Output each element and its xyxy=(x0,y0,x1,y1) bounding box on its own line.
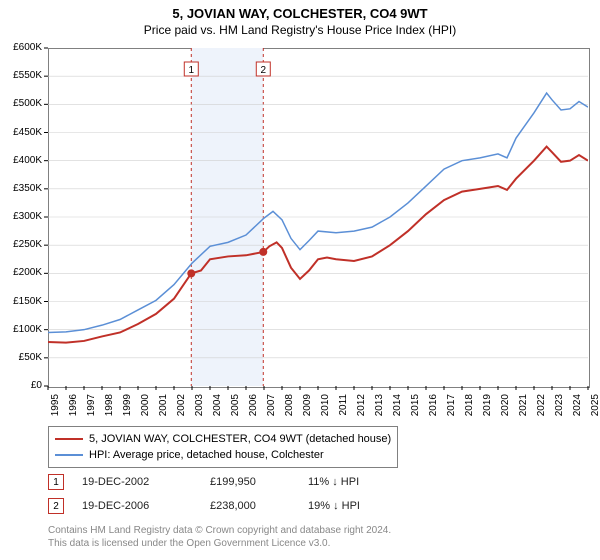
y-axis-label: £0 xyxy=(4,380,42,391)
footer-line-2: This data is licensed under the Open Gov… xyxy=(48,537,391,550)
sale-marker: 2 xyxy=(48,498,64,514)
y-axis-label: £500K xyxy=(4,98,42,109)
x-axis-label: 2021 xyxy=(518,394,529,422)
sale-price: £238,000 xyxy=(210,500,290,512)
x-axis-label: 2022 xyxy=(536,394,547,422)
footer: Contains HM Land Registry data © Crown c… xyxy=(48,524,391,550)
x-axis-label: 2000 xyxy=(140,394,151,422)
x-axis-label: 2018 xyxy=(464,394,475,422)
x-axis-label: 1997 xyxy=(86,394,97,422)
x-axis-label: 2015 xyxy=(410,394,421,422)
x-axis-label: 2010 xyxy=(320,394,331,422)
x-axis-label: 2008 xyxy=(284,394,295,422)
x-axis-label: 2017 xyxy=(446,394,457,422)
x-axis-label: 2007 xyxy=(266,394,277,422)
x-axis-label: 2012 xyxy=(356,394,367,422)
x-axis-label: 2020 xyxy=(500,394,511,422)
y-axis-label: £50K xyxy=(4,352,42,363)
x-axis-label: 2004 xyxy=(212,394,223,422)
sale-date: 19-DEC-2002 xyxy=(82,476,192,488)
x-axis-label: 2024 xyxy=(572,394,583,422)
y-axis-label: £100K xyxy=(4,324,42,335)
x-axis-label: 1999 xyxy=(122,394,133,422)
sale-row: 2 19-DEC-2006 £238,000 19% ↓ HPI xyxy=(48,494,398,518)
sale-price: £199,950 xyxy=(210,476,290,488)
legend-label: 5, JOVIAN WAY, COLCHESTER, CO4 9WT (deta… xyxy=(89,431,391,447)
sale-date: 19-DEC-2006 xyxy=(82,500,192,512)
y-axis-label: £150K xyxy=(4,296,42,307)
x-axis-label: 2016 xyxy=(428,394,439,422)
x-axis-label: 2011 xyxy=(338,394,349,422)
sale-dot xyxy=(259,248,267,256)
sale-diff: 11% ↓ HPI xyxy=(308,476,398,488)
x-axis-label: 2013 xyxy=(374,394,385,422)
x-axis-label: 2002 xyxy=(176,394,187,422)
x-axis-label: 2023 xyxy=(554,394,565,422)
y-axis-label: £400K xyxy=(4,155,42,166)
x-axis-label: 1995 xyxy=(50,394,61,422)
legend-row: HPI: Average price, detached house, Colc… xyxy=(55,447,391,463)
x-axis-label: 2003 xyxy=(194,394,205,422)
sale-number: 1 xyxy=(188,65,194,76)
series-property xyxy=(48,147,588,343)
x-axis-label: 2006 xyxy=(248,394,259,422)
legend-label: HPI: Average price, detached house, Colc… xyxy=(89,447,324,463)
footer-line-1: Contains HM Land Registry data © Crown c… xyxy=(48,524,391,537)
x-axis-label: 1996 xyxy=(68,394,79,422)
x-axis-label: 2025 xyxy=(590,394,600,422)
sale-diff: 19% ↓ HPI xyxy=(308,500,398,512)
x-axis-label: 2009 xyxy=(302,394,313,422)
legend-swatch xyxy=(55,438,83,440)
series-hpi xyxy=(48,93,588,332)
legend-row: 5, JOVIAN WAY, COLCHESTER, CO4 9WT (deta… xyxy=(55,431,391,447)
y-axis-label: £550K xyxy=(4,70,42,81)
sale-row: 1 19-DEC-2002 £199,950 11% ↓ HPI xyxy=(48,470,398,494)
y-axis-label: £200K xyxy=(4,267,42,278)
x-axis-label: 2019 xyxy=(482,394,493,422)
x-axis-label: 1998 xyxy=(104,394,115,422)
y-axis-label: £350K xyxy=(4,183,42,194)
sale-marker: 1 xyxy=(48,474,64,490)
sale-dot xyxy=(187,269,195,277)
y-axis-label: £250K xyxy=(4,239,42,250)
x-axis-label: 2005 xyxy=(230,394,241,422)
x-axis-label: 2001 xyxy=(158,394,169,422)
y-axis-label: £600K xyxy=(4,42,42,53)
y-axis-label: £450K xyxy=(4,127,42,138)
legend: 5, JOVIAN WAY, COLCHESTER, CO4 9WT (deta… xyxy=(48,426,398,468)
legend-swatch xyxy=(55,454,83,456)
y-axis-label: £300K xyxy=(4,211,42,222)
sale-number: 2 xyxy=(260,65,266,76)
x-axis-label: 2014 xyxy=(392,394,403,422)
sales-table: 1 19-DEC-2002 £199,950 11% ↓ HPI 2 19-DEC-200… xyxy=(48,470,398,518)
